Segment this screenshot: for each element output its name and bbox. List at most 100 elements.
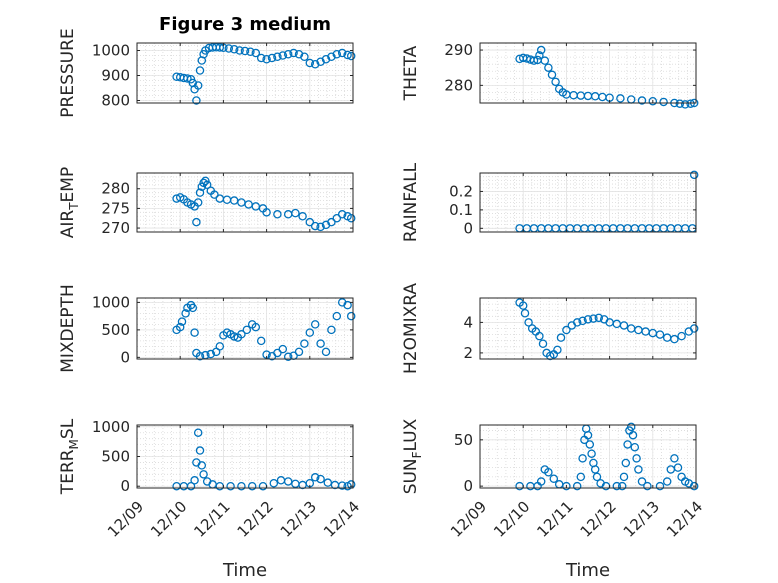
data-point xyxy=(206,349,216,359)
data-point xyxy=(675,99,685,108)
data-point xyxy=(689,324,699,333)
data-point xyxy=(686,99,695,108)
data-point xyxy=(592,472,602,482)
data-point xyxy=(177,317,187,326)
data-point xyxy=(316,339,325,348)
data-point xyxy=(689,481,699,491)
data-point xyxy=(628,430,638,440)
y-axis-label: AIRTEMP xyxy=(58,167,81,238)
data-point xyxy=(224,44,234,53)
data-point xyxy=(332,50,342,59)
data-point xyxy=(623,440,632,449)
series-markers xyxy=(515,45,699,109)
data-point xyxy=(305,217,315,227)
data-point xyxy=(310,473,320,482)
data-point xyxy=(235,46,244,55)
data-point xyxy=(195,66,205,75)
data-point xyxy=(536,477,546,486)
data-point xyxy=(190,328,199,337)
data-point xyxy=(199,470,208,479)
data-point xyxy=(291,208,300,218)
data-point xyxy=(346,213,356,223)
data-point xyxy=(632,454,641,463)
data-point xyxy=(197,182,207,192)
axes-box xyxy=(479,42,697,104)
data-point xyxy=(670,454,679,463)
data-point xyxy=(332,213,342,223)
y-tick-label: 1000 xyxy=(92,293,130,311)
data-point xyxy=(273,52,282,62)
plot-area xyxy=(137,298,353,359)
data-point xyxy=(659,97,668,107)
data-point xyxy=(535,331,544,341)
data-point xyxy=(283,477,293,486)
data-point xyxy=(195,446,205,455)
data-point xyxy=(551,77,560,87)
data-point xyxy=(587,449,596,458)
data-point xyxy=(544,467,553,477)
data-point xyxy=(670,334,679,344)
data-point xyxy=(310,60,320,69)
data-point xyxy=(578,454,587,463)
series-markers xyxy=(172,298,356,362)
data-point xyxy=(637,477,647,486)
data-point xyxy=(210,190,219,199)
y-tick-label: 0.2 xyxy=(449,182,473,200)
axes-box xyxy=(136,42,354,104)
data-point xyxy=(256,336,266,346)
data-point xyxy=(337,481,347,490)
data-point xyxy=(524,318,533,327)
data-point xyxy=(637,96,647,105)
grid xyxy=(136,172,354,233)
data-point xyxy=(273,210,282,219)
data-point xyxy=(536,45,546,55)
data-point xyxy=(680,100,690,109)
data-point xyxy=(535,51,544,60)
data-point xyxy=(578,316,587,326)
plot-area xyxy=(137,43,353,103)
y-tick-label: 0.1 xyxy=(449,201,473,219)
data-point xyxy=(300,339,309,348)
axes-box xyxy=(479,172,697,233)
data-point xyxy=(294,50,304,59)
data-point xyxy=(617,481,627,491)
data-point xyxy=(269,478,279,488)
y-tick-label: 1000 xyxy=(92,418,130,436)
data-point xyxy=(237,481,246,491)
data-point xyxy=(572,481,582,491)
x-axis-label-right: Time xyxy=(565,560,610,581)
data-point xyxy=(544,63,553,72)
axes-box xyxy=(479,424,697,489)
data-point xyxy=(240,46,250,56)
data-point xyxy=(193,428,203,437)
y-tick-label: 0 xyxy=(463,219,473,237)
data-point xyxy=(188,303,198,313)
data-point xyxy=(294,347,304,357)
y-tick-label: 290 xyxy=(444,41,473,59)
data-point xyxy=(619,472,629,482)
data-point xyxy=(305,58,315,68)
data-point xyxy=(195,352,205,361)
y-tick-label: 0 xyxy=(463,477,473,495)
data-point xyxy=(289,48,298,58)
data-point xyxy=(689,170,699,180)
data-point xyxy=(310,221,320,231)
data-point xyxy=(278,51,288,60)
data-point xyxy=(267,53,277,63)
y-axis-label: TERRMSL xyxy=(58,418,81,495)
data-point xyxy=(251,322,261,332)
data-point xyxy=(305,328,315,337)
series-markers xyxy=(515,422,699,491)
data-point xyxy=(229,45,239,54)
data-point xyxy=(594,313,604,323)
data-point xyxy=(540,56,550,65)
data-point xyxy=(538,339,548,348)
subplot-4: 0 500 1000 MIXDEPTH xyxy=(58,284,356,373)
subplot-5: 2 4 H2OMIXRA xyxy=(401,283,699,374)
axes-box xyxy=(136,172,354,233)
data-point xyxy=(553,345,562,355)
data-point xyxy=(630,442,640,452)
data-point xyxy=(556,333,566,342)
